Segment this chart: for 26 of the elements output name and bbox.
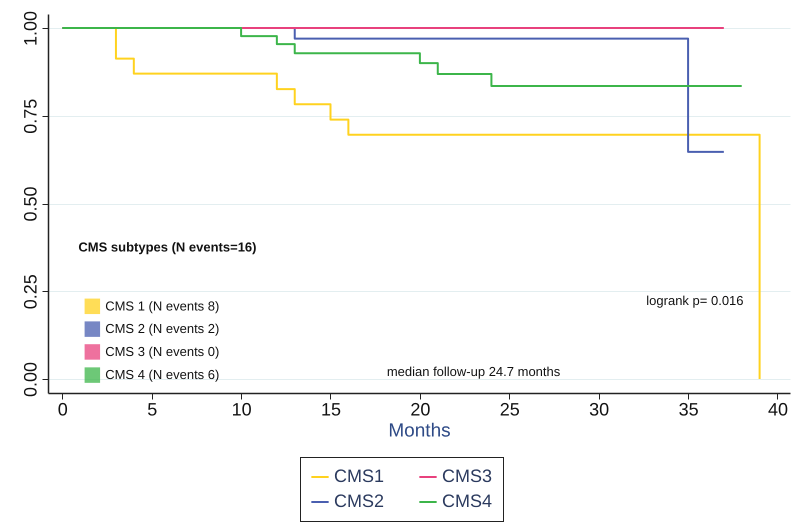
annotation: CMS 1 (N events 8): [105, 298, 220, 314]
annotation: logrank p= 0.016: [646, 293, 744, 308]
x-tick-label: 0: [58, 400, 68, 420]
x-axis-title: Months: [388, 420, 451, 442]
legend-label: CMS1: [334, 466, 384, 486]
y-tick-label: 0.00: [20, 362, 40, 397]
x-tick-label: 10: [232, 400, 252, 420]
x-tick-label: 40: [768, 400, 788, 420]
x-tick-label: 25: [500, 400, 520, 420]
legend-label: CMS3: [442, 466, 492, 486]
x-tick-label: 15: [320, 400, 342, 420]
legend-label: CMS4: [442, 491, 492, 511]
x-tick-label: 35: [678, 400, 699, 420]
annotation: CMS 4 (N events 6): [105, 367, 220, 382]
y-tick-label: 1.00: [20, 11, 40, 46]
x-tick-label: 5: [147, 400, 158, 420]
x-tick-label: 20: [410, 400, 430, 420]
x-tick-label: 30: [589, 400, 610, 420]
annotation: CMS subtypes (N events=16): [78, 239, 256, 254]
annotation: CMS 2 (N events 2): [105, 321, 220, 336]
legend-label: CMS2: [334, 491, 384, 511]
y-tick-label: 0.75: [20, 98, 40, 134]
annotation: median follow-up 24.7 months: [386, 364, 561, 379]
y-tick-label: 0.50: [20, 186, 40, 222]
y-tick-label: 0.25: [20, 274, 40, 310]
annotation: CMS 3 (N events 0): [105, 344, 220, 359]
